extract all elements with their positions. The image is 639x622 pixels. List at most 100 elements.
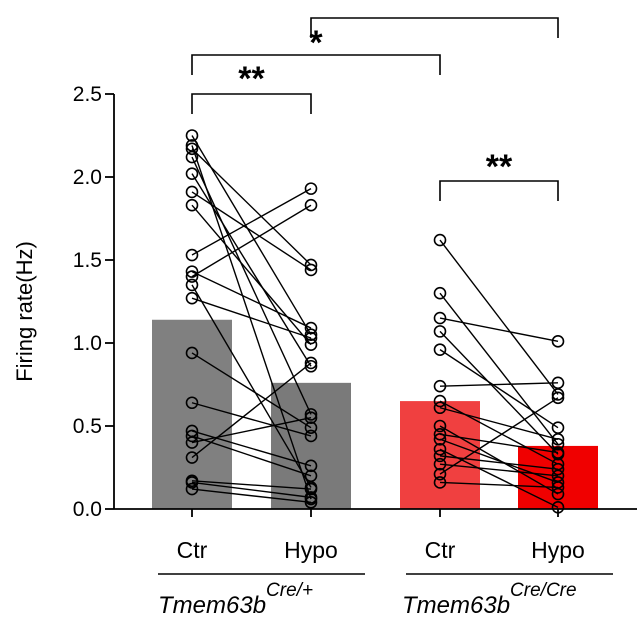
data-point-ctr [185, 278, 199, 292]
data-point-ctr [185, 291, 199, 305]
data-point-ctr [433, 379, 447, 393]
data-point-hypo [304, 331, 318, 345]
paired-line [191, 430, 312, 467]
data-point-ctr [433, 432, 447, 446]
paired-line [191, 156, 312, 415]
data-point-hypo [304, 408, 318, 421]
y-axis-label: Firing rate(Hz) [12, 241, 37, 382]
paired-line [191, 284, 312, 488]
paired-line [439, 481, 559, 489]
data-point-ctr [185, 436, 199, 449]
significance-label: ** [238, 60, 265, 98]
paired-lines-layer [191, 135, 559, 508]
paired-line [439, 349, 559, 429]
data-point-ctr [433, 311, 447, 325]
paired-line [191, 352, 312, 429]
category-label: Ctr [425, 537, 456, 563]
category-label: Ctr [177, 537, 208, 563]
data-point-hypo [304, 263, 318, 277]
data-point-ctr [185, 429, 199, 443]
significance-bracket [191, 54, 441, 75]
paired-line [439, 463, 559, 477]
group-label-superscript: Cre/Cre [510, 580, 577, 601]
paired-line [191, 481, 312, 499]
data-point-ctr [185, 396, 199, 410]
data-point-hypo [304, 469, 318, 483]
data-point-ctr [433, 427, 447, 441]
paired-line [191, 191, 312, 271]
paired-line [191, 204, 312, 278]
data-point-ctr [433, 467, 447, 481]
paired-line [191, 417, 312, 444]
data-point-hypo [551, 376, 565, 390]
data-point-hypo [551, 481, 565, 494]
data-point-ctr [433, 394, 447, 408]
y-tick-label: 2.5 [73, 83, 102, 106]
paired-line [191, 204, 312, 346]
data-point-hypo [304, 459, 318, 473]
significance-label: * [309, 24, 323, 62]
paired-line [191, 148, 312, 266]
group-label-base: Tmem63b [402, 592, 510, 619]
data-point-hypo [551, 437, 565, 451]
data-point-ctr [433, 286, 447, 300]
data-point-hypo [551, 446, 565, 459]
data-point-ctr [185, 185, 199, 199]
group-label: Tmem63bCre/Cre [402, 580, 577, 619]
paired-line [439, 397, 559, 475]
data-point-ctr [185, 198, 199, 212]
data-point-ctr [433, 476, 447, 489]
group-label-base: Tmem63b [158, 592, 266, 619]
y-tick-label: 1.5 [73, 249, 102, 272]
y-tick-label: 0.5 [73, 415, 102, 438]
data-point-ctr [433, 449, 447, 463]
data-point-hypo [304, 491, 318, 504]
paired-line [191, 297, 312, 339]
paired-line [439, 292, 559, 445]
significance-label: ** [486, 148, 513, 186]
bar-0-hypo [271, 382, 351, 509]
data-point-hypo [304, 359, 318, 373]
data-point-ctr [433, 401, 447, 415]
data-point-hypo [551, 462, 565, 476]
group-label: Tmem63bCre/+ [158, 580, 313, 619]
data-point-hypo [304, 338, 318, 351]
category-label: Hypo [284, 537, 338, 563]
data-point-hypo [304, 421, 318, 434]
data-point-hypo [304, 198, 318, 212]
data-point-ctr [185, 167, 199, 180]
data-point-ctr [185, 248, 199, 262]
data-point-hypo [551, 501, 565, 514]
y-tick-label: 0.0 [73, 498, 102, 521]
paired-line [439, 455, 559, 470]
data-point-ctr [185, 150, 199, 164]
data-point-hypo [551, 432, 565, 446]
significance-label: * [428, 0, 442, 14]
paired-line [439, 382, 559, 387]
data-point-ctr [433, 457, 447, 471]
significance-bracket [439, 180, 559, 201]
significance-bracket [310, 17, 559, 38]
data-point-ctr [433, 419, 447, 433]
paired-line [191, 488, 312, 504]
paired-line [439, 407, 559, 440]
data-point-hypo [551, 335, 565, 348]
data-point-ctr [185, 129, 199, 142]
data-point-hypo [304, 411, 318, 425]
data-point-hypo [551, 391, 565, 405]
data-point-ctr [185, 270, 199, 283]
data-point-hypo [304, 182, 318, 195]
data-point-hypo [304, 321, 318, 335]
paired-line [439, 448, 559, 508]
axes-layer: 0.0 0.5 1.0 1.5 2.0 2.5 Firing rate(Hz) [12, 83, 637, 521]
data-point-ctr [185, 476, 199, 489]
paired-line [439, 239, 559, 395]
paired-line [191, 480, 312, 490]
paired-line [191, 188, 312, 256]
paired-line [191, 362, 312, 459]
data-point-ctr [433, 343, 447, 356]
y-tick-label: 1.0 [73, 332, 102, 355]
paired-line [439, 400, 559, 465]
